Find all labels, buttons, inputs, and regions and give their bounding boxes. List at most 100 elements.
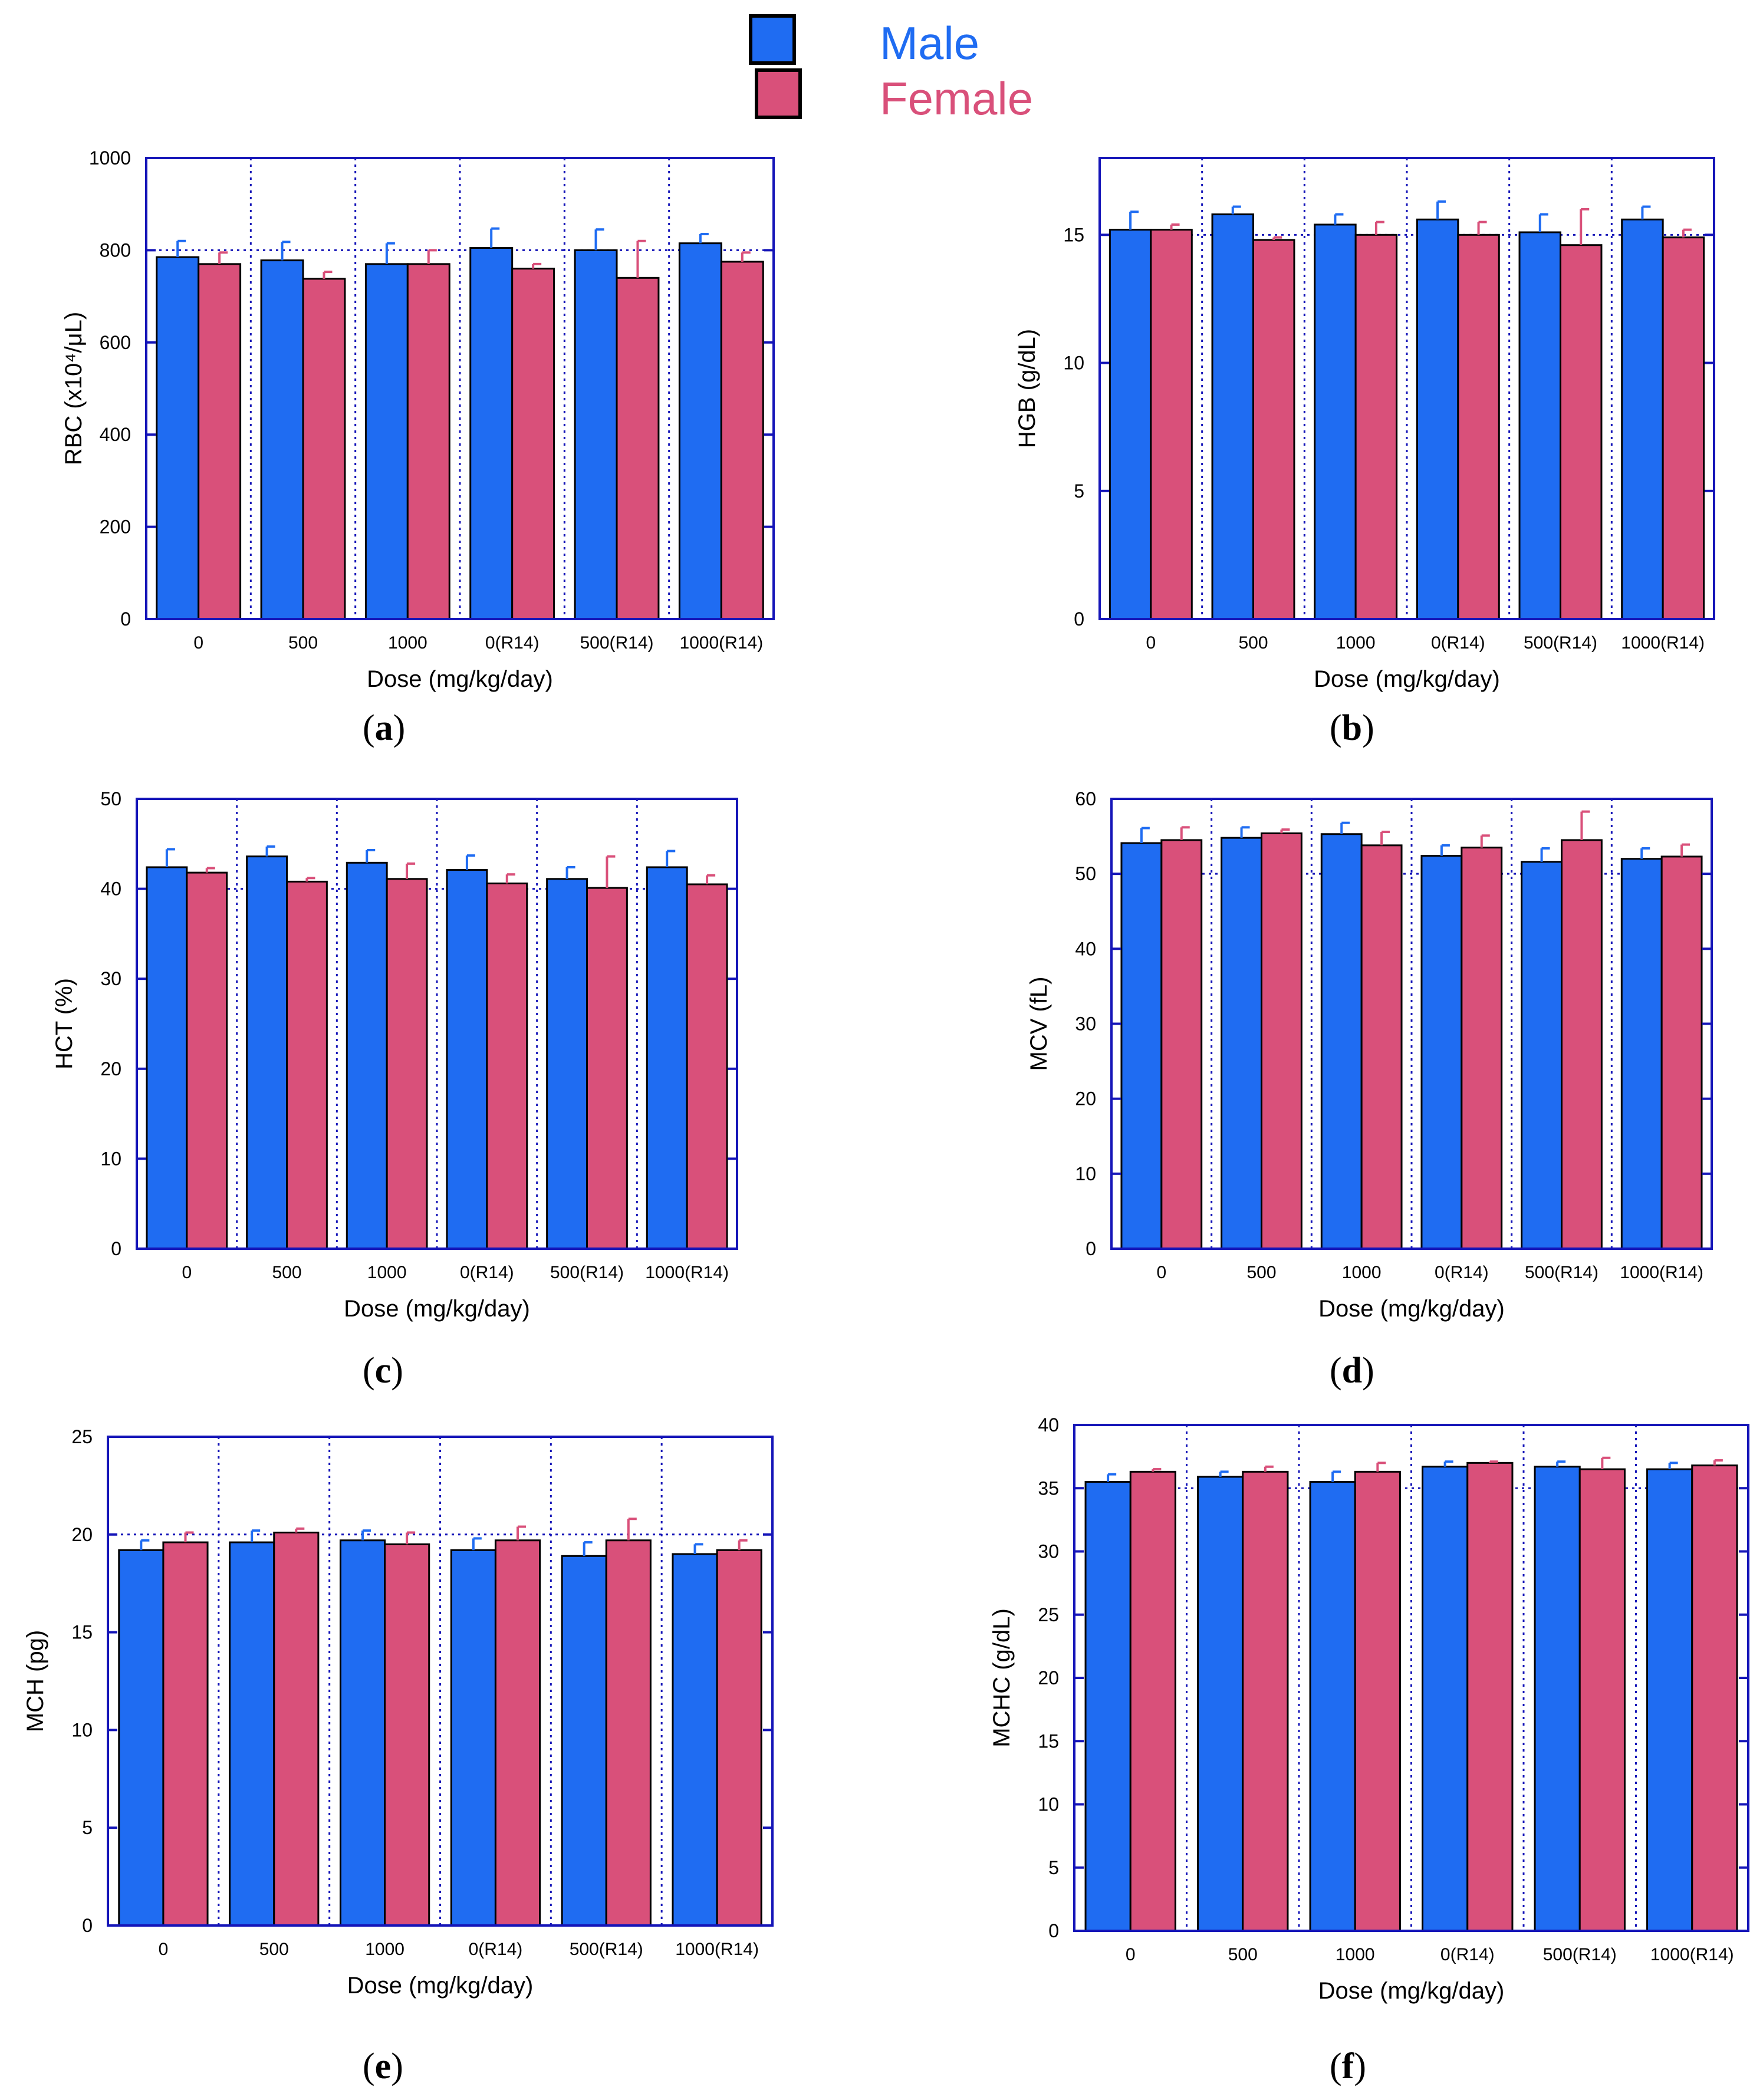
male-bar (1416, 218, 1459, 620)
male-bar (1120, 842, 1163, 1250)
x-tick-label: 500(R14) (1524, 633, 1597, 653)
female-bar (1360, 844, 1403, 1250)
y-tick-label: 0 (1086, 1238, 1096, 1259)
caption-b: (b) (1330, 708, 1374, 748)
male-bar (1621, 218, 1664, 620)
x-tick-label: 1000(R14) (1621, 633, 1705, 653)
x-tick-label: 0(R14) (1431, 633, 1485, 653)
y-tick-label: 60 (1075, 788, 1096, 809)
female-bar (605, 1539, 652, 1927)
y-tick-label: 1000 (89, 147, 131, 169)
x-tick-label: 0(R14) (460, 1263, 514, 1282)
plot-frame (1098, 157, 1715, 620)
female-bar (1354, 233, 1398, 620)
female-bar (1129, 1470, 1176, 1932)
female-bar (586, 887, 628, 1250)
x-axis-label: Dose (mg/kg/day) (1314, 666, 1500, 692)
y-tick-label: 30 (1075, 1013, 1096, 1035)
male-bar (346, 861, 388, 1250)
female-bar (406, 263, 450, 620)
caption-d: (d) (1330, 1351, 1374, 1391)
y-axis-label: MCHC (g/dL) (989, 1608, 1015, 1747)
male-bar (1521, 861, 1563, 1250)
y-tick-label: 10 (1063, 353, 1084, 374)
y-tick-label: 40 (100, 878, 121, 900)
x-tick-label: 1000 (365, 1940, 404, 1959)
x-tick-label: 500(R14) (1525, 1263, 1598, 1282)
plot-frame (136, 798, 738, 1250)
male-bar (1620, 858, 1663, 1250)
legend-male-label: Male (880, 17, 980, 69)
y-tick-label: 15 (1038, 1730, 1059, 1752)
male-bar (1211, 213, 1254, 620)
chart-panel-a: 0 200 400 600 800 1000 0 500 1000 0(R14) 500(R14) 1… (0, 118, 882, 772)
x-tick-label: 500(R14) (550, 1263, 624, 1282)
x-axis-label: Dose (mg/kg/day) (1318, 1978, 1505, 2004)
female-bar (1561, 839, 1603, 1250)
female-bar (1457, 233, 1500, 620)
male-bar (450, 1549, 496, 1927)
male-bar (546, 878, 588, 1250)
male-bar (1221, 837, 1263, 1250)
legend-female-label: Female (880, 73, 1034, 124)
y-tick-label: 10 (1038, 1794, 1059, 1815)
male-bar (146, 866, 188, 1250)
y-tick-label: 0 (1048, 1920, 1059, 1941)
chart-e: 0 5 10 15 20 25 0 500 1000 0(R14) 500(R14) 1000(R14… (22, 1426, 774, 1999)
male-bar (561, 1555, 607, 1927)
y-tick-label: 400 (100, 424, 131, 445)
female-bar (186, 871, 228, 1250)
chart-panel-e: 0 5 10 15 20 25 0 500 1000 0(R14) 500(R14) 1000(R14… (0, 1415, 882, 2100)
female-bar (273, 1531, 320, 1927)
male-bar (1109, 229, 1152, 620)
male-bar (574, 249, 618, 620)
x-tick-label: 500 (1246, 1263, 1276, 1282)
female-bar (716, 1549, 762, 1927)
male-bar (364, 263, 409, 620)
female-bar (720, 261, 764, 620)
x-tick-label: 0(R14) (1435, 1263, 1489, 1282)
x-tick-label: 500 (288, 633, 318, 653)
x-tick-label: 500 (1238, 633, 1268, 653)
y-tick-label: 50 (100, 788, 121, 809)
female-bar (616, 277, 660, 620)
female-bar (1466, 1462, 1514, 1932)
male-bar (672, 1553, 718, 1927)
x-tick-label: 0 (193, 633, 203, 653)
y-axis-label: MCH (pg) (22, 1630, 48, 1732)
female-bar (686, 883, 728, 1250)
plot-frame (145, 157, 775, 620)
x-axis-label: Dose (mg/kg/day) (344, 1296, 530, 1322)
y-axis-label: MCV (fL) (1026, 977, 1052, 1071)
female-bar (1354, 1470, 1401, 1932)
x-tick-label: 1000 (1336, 1945, 1375, 1964)
y-axis-label: RBC (x10⁴/μL) (61, 312, 87, 465)
female-bar (1560, 244, 1603, 620)
x-tick-label: 0 (159, 1940, 169, 1959)
male-bar (1314, 223, 1357, 620)
y-tick-label: 10 (100, 1148, 121, 1169)
female-bar (286, 880, 328, 1250)
female-bar (386, 878, 428, 1250)
female-bar (1662, 236, 1705, 620)
female-bar (1461, 847, 1503, 1250)
female-bar (1660, 855, 1703, 1250)
male-bar (469, 246, 514, 620)
caption-e: (e) (363, 2046, 403, 2086)
chart-f: 0 5 10 15 20 25 30 35 40 0 500 1000 0(R14) 500(R14) 10… (989, 1414, 1749, 2004)
male-bar (678, 242, 722, 620)
x-tick-label: 500(R14) (570, 1940, 643, 1959)
male-bar (1534, 1466, 1581, 1932)
legend: Male Female (749, 12, 1103, 124)
y-tick-label: 20 (1075, 1088, 1096, 1110)
plot-frame (107, 1436, 774, 1927)
legend-female-swatch (755, 68, 802, 119)
x-tick-label: 1000(R14) (675, 1940, 759, 1959)
x-tick-label: 500(R14) (1543, 1945, 1617, 1964)
chart-panel-c: 0 10 20 30 40 50 0 500 1000 0(R14) 500(R14) 1000(R1… (0, 772, 882, 1415)
female-bar (494, 1539, 541, 1927)
x-axis-label: Dose (mg/kg/day) (347, 1973, 534, 1999)
female-bar (1578, 1468, 1626, 1932)
caption-a: (a) (363, 708, 406, 748)
x-tick-label: 1000(R14) (645, 1263, 729, 1282)
